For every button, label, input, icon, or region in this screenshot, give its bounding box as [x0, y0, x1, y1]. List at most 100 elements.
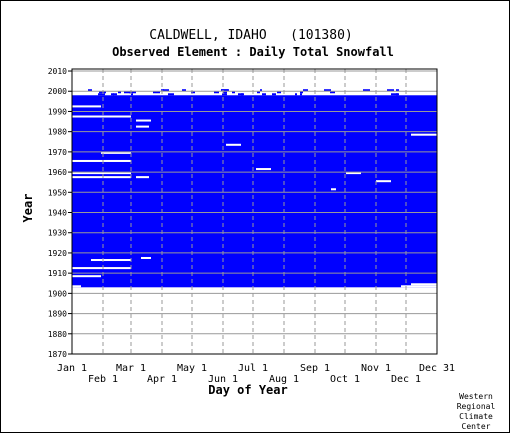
partial-year-segment: [396, 89, 399, 92]
missing-data-gap: [72, 176, 131, 179]
partial-year-segment: [272, 93, 276, 96]
partial-year-segment: [260, 89, 262, 92]
partial-year-segment: [163, 89, 169, 92]
missing-data-gap: [72, 159, 131, 162]
partial-year-segment: [124, 91, 130, 94]
y-tick-label: 1970: [48, 148, 67, 157]
missing-data-gap: [136, 176, 149, 179]
missing-data-gap: [91, 259, 131, 262]
x-tick-label: Apr 1: [147, 374, 177, 385]
partial-year-segment: [300, 93, 302, 96]
partial-year-segment: [303, 89, 308, 92]
x-tick-label: Nov 1: [361, 363, 391, 374]
partial-year-segment: [222, 93, 227, 96]
missing-data-gap: [376, 180, 391, 183]
y-tick-label: 1870: [48, 350, 67, 359]
missing-data-gap: [346, 172, 361, 175]
partial-year-segment: [363, 89, 370, 92]
credit-line: Center: [462, 422, 491, 431]
missing-data-gap: [331, 188, 336, 191]
partial-year-segment: [129, 91, 136, 94]
missing-data-gap: [411, 133, 437, 136]
partial-year-segment: [153, 91, 160, 94]
missing-data-gap: [141, 256, 151, 259]
partial-year-segment: [111, 93, 114, 96]
y-tick-label: 1990: [48, 107, 67, 116]
missing-data-gap: [136, 125, 149, 128]
y-tick-label: 1880: [48, 330, 67, 339]
y-tick-label: 1920: [48, 249, 67, 258]
partial-year-segment: [300, 91, 303, 94]
y-tick-label: 2010: [48, 67, 67, 76]
y-axis-label: Year: [21, 194, 35, 223]
partial-year-segment: [225, 91, 227, 94]
partial-year-segment: [232, 91, 235, 94]
partial-year-segment: [113, 93, 117, 96]
partial-year-segment: [118, 91, 121, 94]
partial-year-segment: [241, 93, 244, 96]
y-tick-label: 1950: [48, 188, 67, 197]
x-tick-label: Dec 31: [419, 363, 455, 374]
partial-year-segment: [182, 89, 186, 92]
missing-data-gap: [401, 285, 437, 288]
x-tick-label: Feb 1: [88, 374, 118, 385]
missing-data-gap: [72, 105, 101, 108]
partial-year-segment: [98, 93, 105, 96]
x-tick-label: Mar 1: [116, 363, 146, 374]
partial-year-segment: [262, 93, 266, 96]
y-tick-labels: 2010 2000 1990 1980 1970 1960 1950 1940 1930 1920…: [48, 67, 72, 359]
chart-title: CALDWELL, IDAHO (101380): [149, 28, 353, 43]
missing-data-gap: [101, 151, 131, 154]
y-tick-label: 1890: [48, 310, 67, 319]
missing-data-gap: [136, 119, 151, 122]
partial-year-segment: [330, 91, 335, 94]
y-tick-label: 1910: [48, 269, 67, 278]
credit-label: Western Regional Climate Center: [457, 392, 496, 431]
partial-year-segment: [257, 91, 260, 94]
missing-data-gap: [72, 275, 101, 278]
credit-line: Climate: [459, 412, 493, 421]
x-tick-label: Aug 1: [269, 374, 299, 385]
credit-line: Regional: [457, 402, 496, 411]
chart-subtitle: Observed Element : Daily Total Snowfall: [112, 45, 394, 59]
partial-year-segment: [326, 89, 331, 92]
x-tick-label: Oct 1: [330, 374, 360, 385]
coverage-block: [72, 95, 437, 288]
y-tick-label: 2000: [48, 87, 67, 96]
partial-year-segment: [131, 93, 133, 96]
y-tick-label: 1940: [48, 209, 67, 218]
partial-year-segment: [295, 93, 297, 96]
plot-area: [71, 68, 438, 355]
partial-year-segment: [223, 91, 226, 94]
partial-year-segment: [324, 89, 326, 92]
partial-year-segment: [191, 91, 195, 94]
partial-year-segment: [168, 93, 174, 96]
y-tick-label: 1980: [48, 128, 67, 137]
x-tick-label: Jun 1: [208, 374, 238, 385]
partial-year-segment: [277, 91, 281, 94]
partial-year-segment: [396, 93, 399, 96]
missing-data-gap: [72, 285, 81, 288]
partial-year-segment: [221, 89, 228, 92]
missing-data-gap: [411, 283, 437, 286]
partial-year-segment: [238, 93, 243, 96]
partial-year-segment: [214, 91, 219, 94]
x-tick-label: Sep 1: [300, 363, 330, 374]
missing-data-gap: [256, 168, 271, 171]
x-tick-label: Dec 1: [391, 374, 421, 385]
missing-data-gap: [72, 172, 131, 175]
partial-year-segment: [387, 89, 394, 92]
credit-line: Western: [459, 392, 493, 401]
missing-data-gap: [72, 115, 131, 118]
partial-year-segment: [225, 89, 229, 92]
x-tick-label: Jul 1: [238, 363, 268, 374]
data-coverage-layer: [72, 89, 437, 288]
x-tick-label: May 1: [177, 363, 207, 374]
y-tick-label: 1900: [48, 289, 67, 298]
y-tick-label: 1960: [48, 168, 67, 177]
x-tick-label: Jan 1: [57, 363, 87, 374]
missing-data-gap: [72, 267, 131, 270]
y-tick-label: 1930: [48, 229, 67, 238]
partial-year-segment: [88, 89, 92, 92]
